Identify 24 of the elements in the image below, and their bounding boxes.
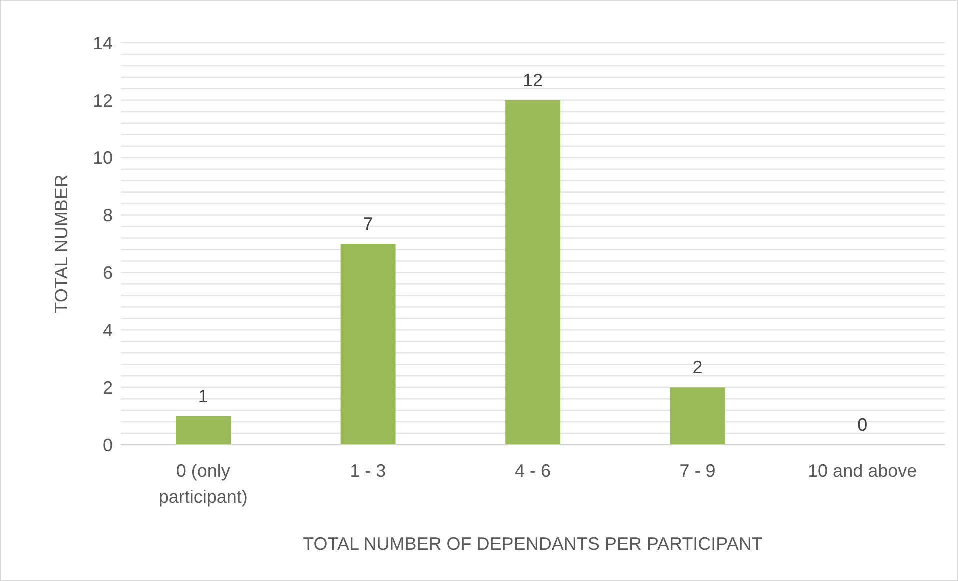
data-label: 7 xyxy=(363,214,374,234)
x-tick-label: 7 - 9 xyxy=(680,461,716,481)
x-tick-label: 0 (only participant) xyxy=(158,461,248,507)
data-label: 1 xyxy=(198,386,208,406)
x-tick-label: 4 - 6 xyxy=(514,461,552,481)
y-tick-label: 2 xyxy=(102,378,113,398)
bar xyxy=(340,244,396,445)
y-tick-label: 14 xyxy=(92,33,113,54)
data-label: 2 xyxy=(692,358,703,378)
y-tick-label: 0 xyxy=(102,435,113,456)
data-label: 0 xyxy=(858,415,868,435)
y-axis-title: TOTAL NUMBER xyxy=(51,174,72,314)
data-label: 12 xyxy=(522,70,544,90)
x-axis-title: TOTAL NUMBER OF DEPENDANTS PER PARTICIPANT xyxy=(303,534,763,554)
bar xyxy=(506,100,561,445)
x-tick-label: 10 and above xyxy=(808,461,918,481)
bar xyxy=(670,388,726,445)
x-tick-label: 1 - 3 xyxy=(350,461,386,481)
y-tick-label: 12 xyxy=(92,90,113,111)
bar xyxy=(176,416,231,445)
y-tick-label: 4 xyxy=(102,320,113,341)
y-tick-label: 10 xyxy=(92,148,113,168)
y-tick-label: 8 xyxy=(102,206,113,226)
y-tick-label: 6 xyxy=(102,263,113,284)
